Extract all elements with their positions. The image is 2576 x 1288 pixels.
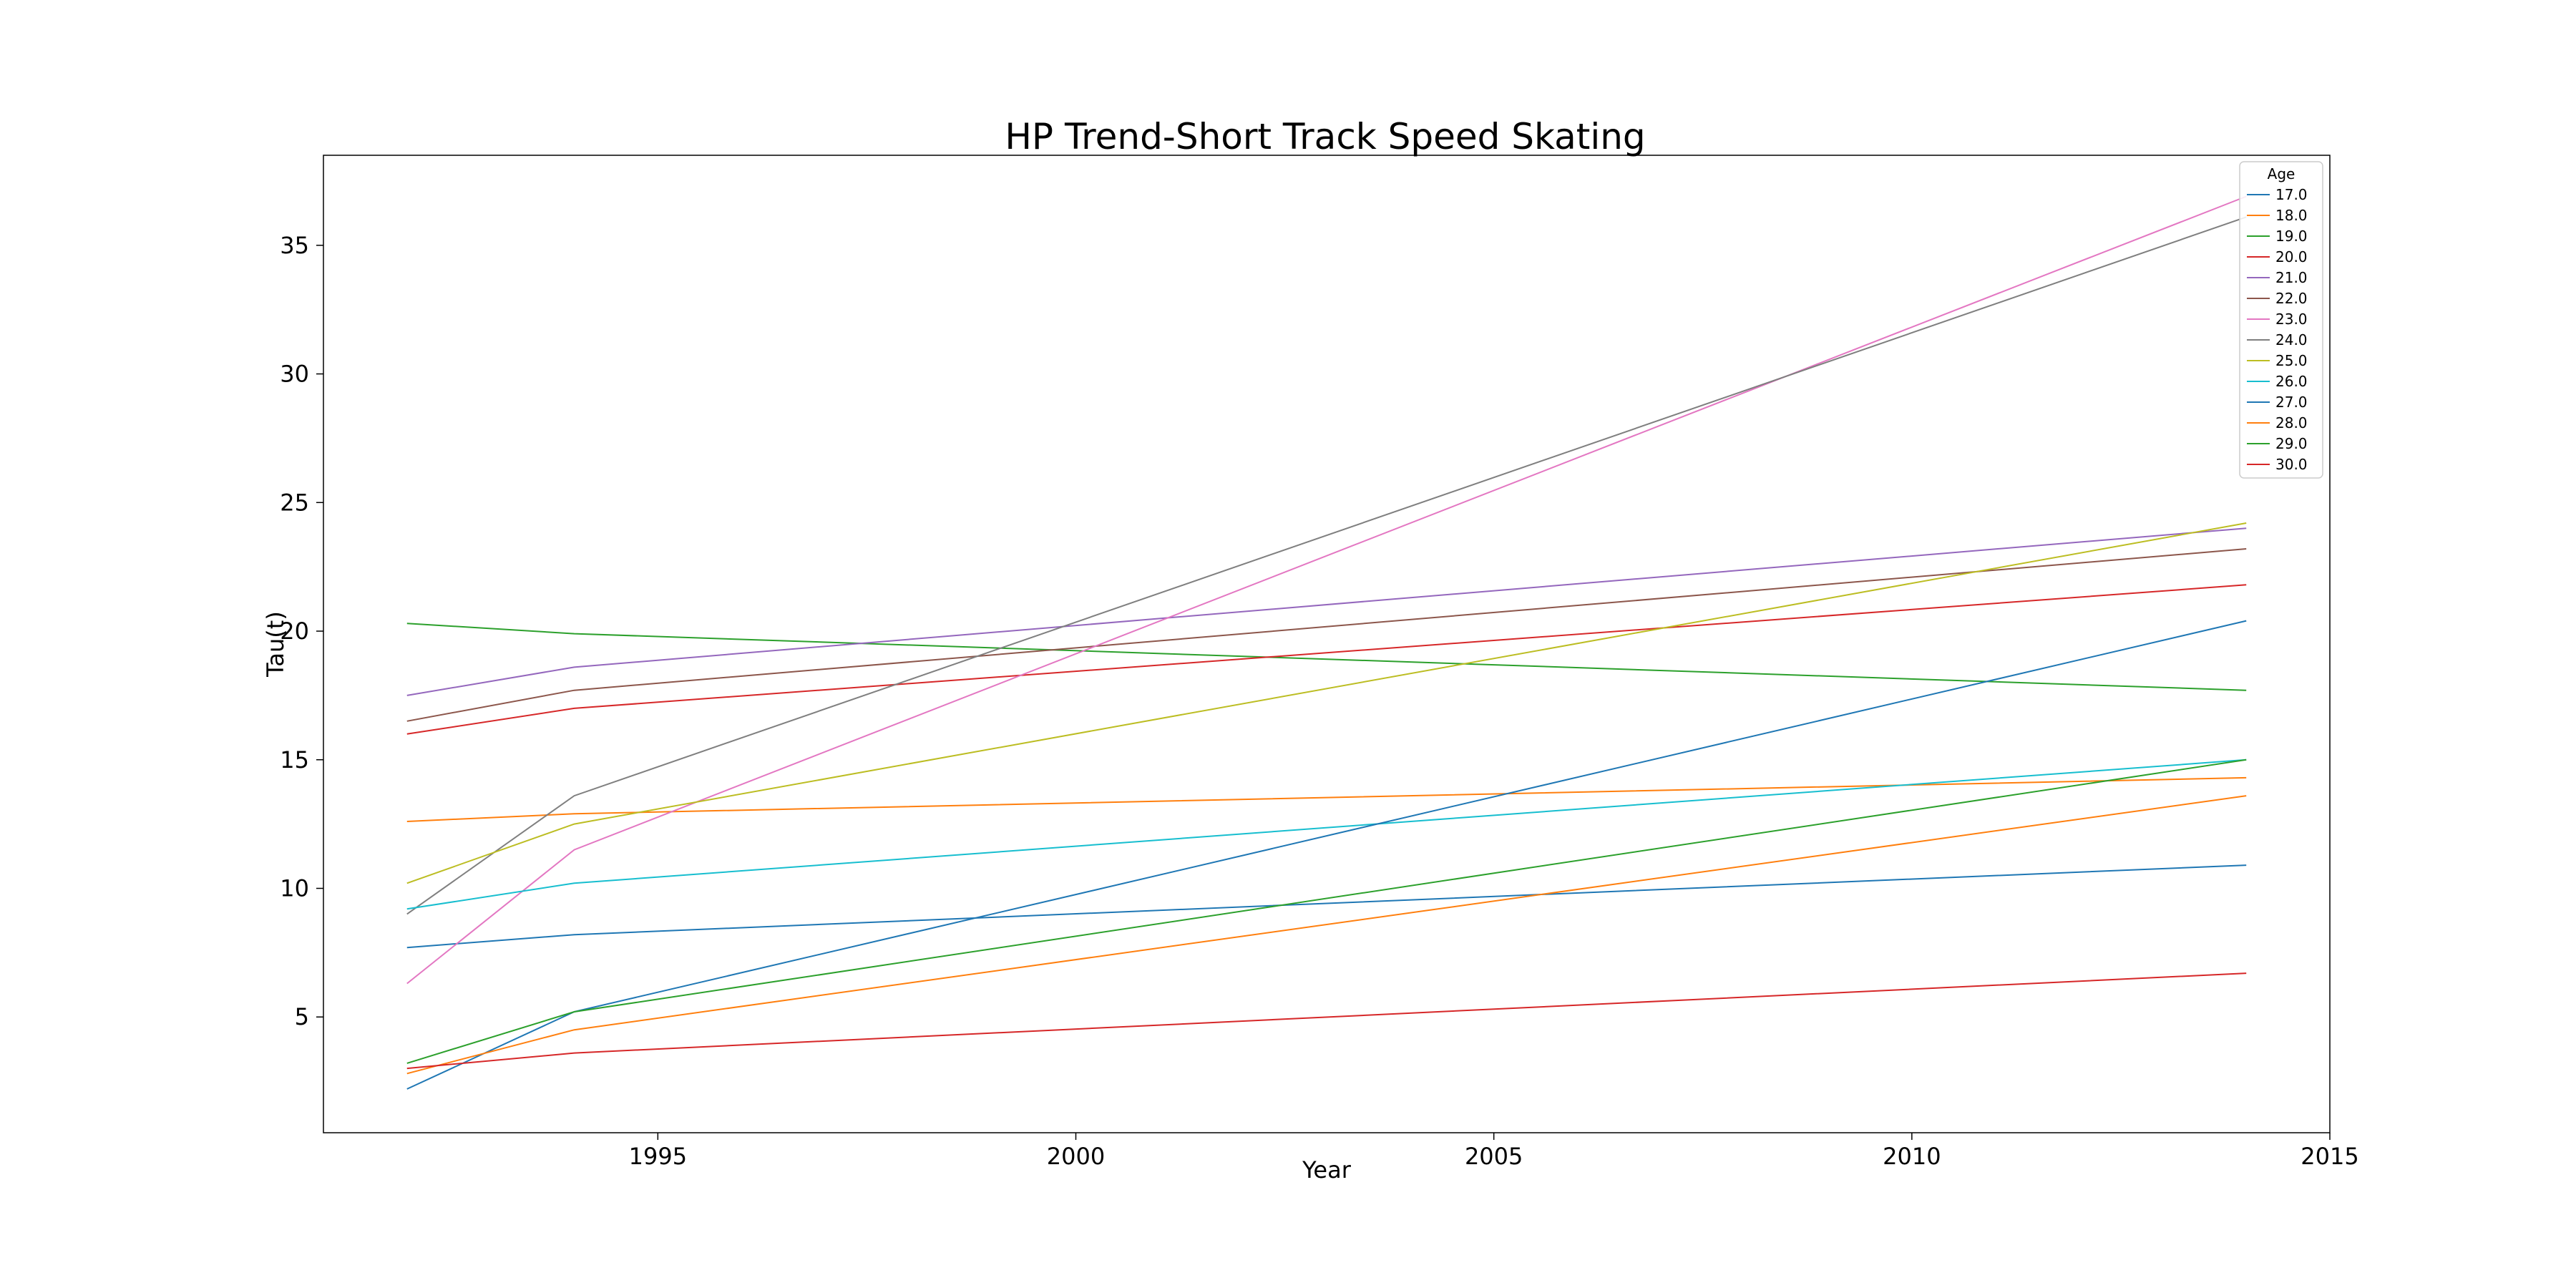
series-line-age-25.0 [406, 522, 2247, 884]
legend-label: 20.0 [2275, 248, 2308, 265]
series-line-age-18.0 [406, 776, 2247, 822]
legend-label: 17.0 [2275, 186, 2308, 203]
series-line-age-22.0 [406, 548, 2247, 722]
legend-label: 19.0 [2275, 228, 2308, 245]
series-line-age-24.0 [406, 216, 2247, 915]
y-tick-label: 15 [280, 746, 309, 774]
legend-label: 29.0 [2275, 435, 2308, 452]
legend-label: 27.0 [2275, 394, 2308, 411]
legend-label: 23.0 [2275, 311, 2308, 328]
legend-items: 17.0 18.0 19.0 20.0 21.0 22.0 23.0 24.0 25.0 26.0… [2247, 186, 2308, 473]
legend-label: 22.0 [2275, 290, 2308, 307]
legend-label: 18.0 [2275, 207, 2308, 224]
series-line-age-21.0 [406, 527, 2247, 696]
series-line-age-30.0 [406, 972, 2247, 1070]
legend-label: 21.0 [2275, 269, 2308, 286]
series-line-age-23.0 [406, 195, 2247, 985]
chart-title: HP Trend-Short Track Speed Skating [1005, 116, 1645, 157]
x-tick-label: 2015 [2301, 1143, 2358, 1170]
y-tick-label: 20 [280, 618, 309, 645]
legend-label: 28.0 [2275, 414, 2308, 431]
y-tick-label: 5 [295, 1003, 309, 1030]
y-tick-label: 30 [280, 361, 309, 388]
legend-label: 25.0 [2275, 352, 2308, 369]
plot-frame [323, 155, 2331, 1133]
legend-label: 24.0 [2275, 331, 2308, 348]
legend-label: 26.0 [2275, 373, 2308, 390]
x-axis-label: Year [1302, 1156, 1352, 1184]
series-line-age-29.0 [406, 758, 2247, 1064]
legend-box [2239, 161, 2323, 479]
legend-title: Age [2268, 165, 2296, 182]
series-line-age-28.0 [406, 795, 2247, 1075]
y-tick-label: 25 [280, 489, 309, 516]
legend: Age 17.0 18.0 19.0 20.0 21.0 22.0 23.0 24.0 25.0… [2239, 161, 2323, 479]
x-axis: 1995 2000 2005 2010 2015 [629, 1133, 2359, 1170]
legend-label: 30.0 [2275, 456, 2308, 473]
y-tick-label: 10 [280, 875, 309, 902]
y-axis: 5 10 15 20 25 30 35 [280, 232, 323, 1030]
series-layer [406, 195, 2247, 1090]
series-line-age-20.0 [406, 584, 2247, 735]
y-tick-label: 35 [280, 232, 309, 259]
series-line-age-19.0 [406, 623, 2247, 691]
x-tick-label: 1995 [629, 1143, 687, 1170]
x-tick-label: 2005 [1465, 1143, 1523, 1170]
series-line-age-17.0 [406, 864, 2247, 949]
series-line-age-26.0 [406, 758, 2247, 910]
x-tick-label: 2010 [1883, 1143, 1941, 1170]
y-axis-label: Tau(t) [262, 611, 289, 678]
x-tick-label: 2000 [1047, 1143, 1105, 1170]
series-line-age-27.0 [406, 620, 2247, 1090]
